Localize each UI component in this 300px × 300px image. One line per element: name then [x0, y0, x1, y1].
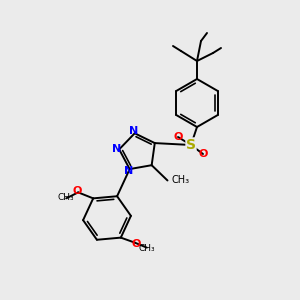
Text: O: O: [198, 149, 208, 159]
Text: CH₃: CH₃: [139, 244, 155, 253]
Text: N: N: [129, 126, 138, 136]
Text: S: S: [186, 138, 196, 152]
Text: O: O: [173, 132, 183, 142]
Text: CH₃: CH₃: [172, 176, 190, 185]
Text: N: N: [112, 144, 121, 154]
Text: N: N: [124, 166, 133, 176]
Text: O: O: [131, 238, 140, 249]
Text: CH₃: CH₃: [58, 193, 74, 202]
Text: O: O: [73, 186, 82, 197]
